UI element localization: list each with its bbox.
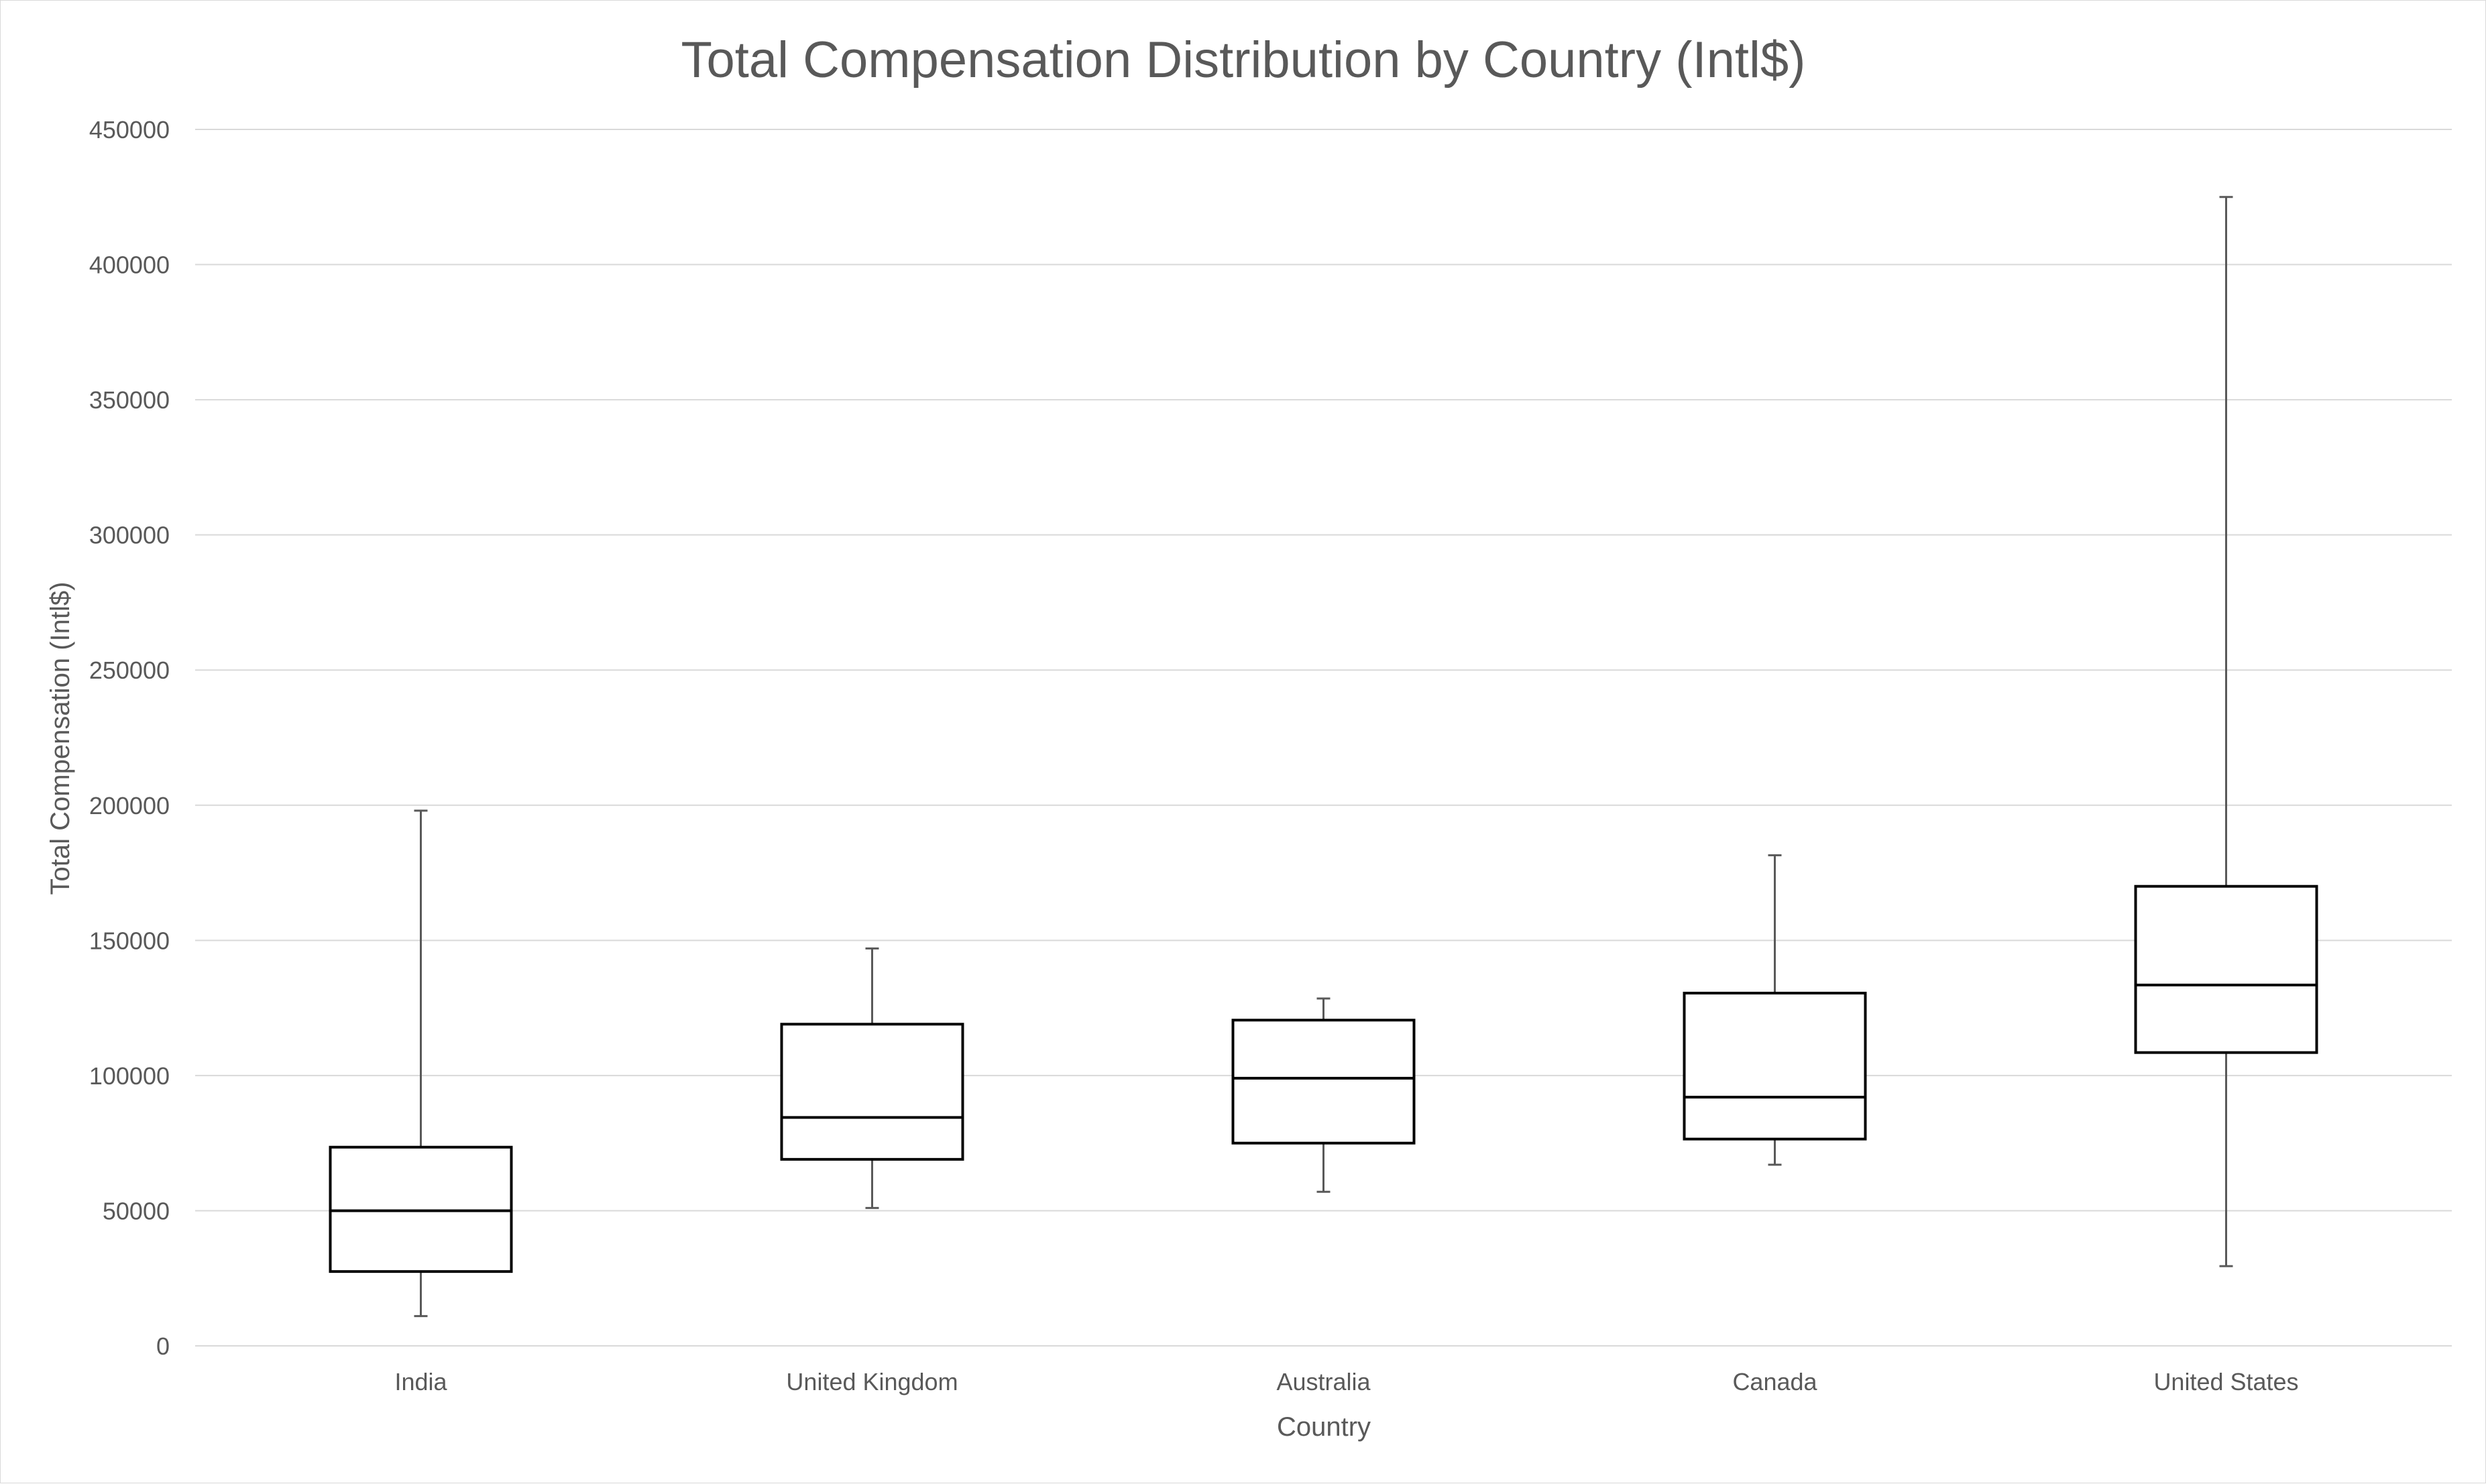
x-tick-label: Canada <box>1732 1368 1817 1395</box>
y-tick-label: 0 <box>156 1332 170 1360</box>
iqr-box <box>329 1145 513 1273</box>
y-tick-label: 100000 <box>89 1062 170 1090</box>
box-series <box>329 196 2318 1318</box>
x-tick-label: Australia <box>1276 1368 1371 1395</box>
y-tick-label: 150000 <box>89 927 170 954</box>
y-tick-label: 300000 <box>89 522 170 549</box>
y-tick-label: 400000 <box>89 251 170 279</box>
y-tick-label: 350000 <box>89 386 170 414</box>
box-group <box>2134 196 2318 1267</box>
x-axis-ticks: India United Kingdom Australia Canada United… <box>394 1368 2298 1395</box>
iqr-box <box>2134 884 2318 1054</box>
y-tick-label: 50000 <box>103 1197 170 1224</box>
gridlines <box>195 129 2452 1347</box>
x-axis-title: Country <box>1277 1412 1371 1442</box>
chart-title: Total Compensation Distribution by Count… <box>681 32 1806 89</box>
iqr-box <box>1683 991 1867 1141</box>
iqr-box <box>1231 1019 1416 1145</box>
y-tick-label: 200000 <box>89 792 170 819</box>
y-tick-label: 250000 <box>89 657 170 684</box>
box-group <box>329 809 513 1318</box>
x-tick-label: United States <box>2153 1368 2298 1395</box>
box-group <box>780 947 964 1209</box>
y-axis-ticks: 0 50000 100000 150000 200000 250000 300000 3500… <box>89 116 170 1360</box>
x-tick-label: United Kingdom <box>786 1368 958 1395</box>
y-axis-title: Total Compensation (Intl$) <box>46 582 75 895</box>
y-tick-label: 450000 <box>89 116 170 144</box>
iqr-box <box>780 1023 964 1161</box>
box-group <box>1231 997 1416 1193</box>
x-tick-label: India <box>394 1368 447 1395</box>
box-group <box>1683 854 1867 1166</box>
